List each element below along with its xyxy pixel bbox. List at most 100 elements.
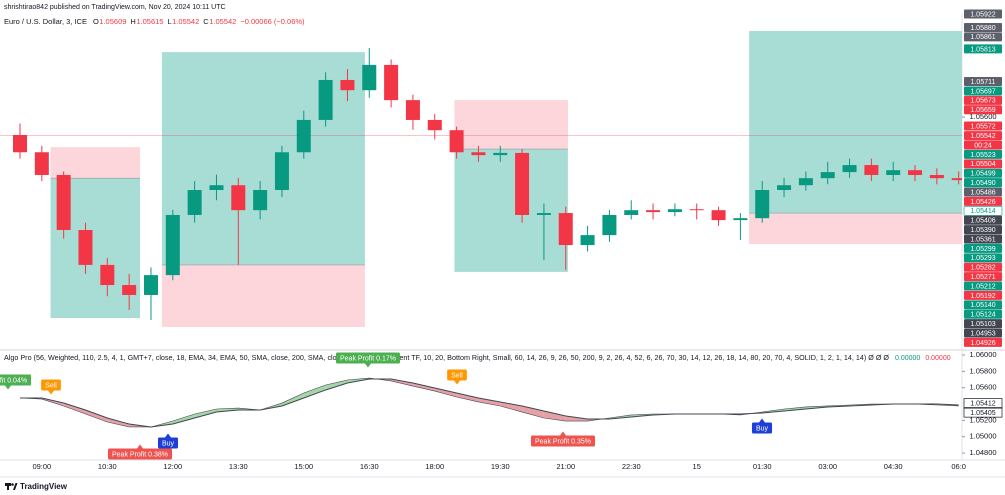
- indicator-title: Algo Pro (56, Weighted, 110, 2.5, 4, 1, …: [4, 355, 890, 362]
- price-label: 1.05212: [970, 283, 995, 290]
- indicator-fill: [565, 416, 588, 422]
- candle-body: [296, 119, 311, 153]
- price-label: 1.05499: [970, 171, 995, 178]
- signal-text: Sell: [45, 382, 57, 389]
- price-label: 00:24: [974, 142, 992, 149]
- ohlc-value: 1.05542: [209, 17, 236, 26]
- signal-label: Buy: [157, 433, 179, 449]
- x-tick-label: 12:00: [163, 462, 182, 471]
- indicator-fill: [391, 379, 413, 387]
- signal-text: Buy: [162, 440, 175, 447]
- candle-body: [253, 190, 268, 211]
- price-label-box: [964, 168, 1002, 178]
- indicator-fill: [412, 383, 435, 392]
- ohlc-value: 1.05615: [136, 17, 163, 26]
- signal-pointer: [5, 385, 11, 390]
- price-label-box: [964, 178, 1002, 188]
- position-target-zone: [749, 30, 962, 214]
- signal-text: Peak Profit 0.17%: [340, 355, 396, 362]
- price-label-box: [964, 225, 1002, 235]
- candle-body: [667, 209, 682, 213]
- candle-body: [427, 119, 442, 131]
- x-tick-label: 06:0: [951, 462, 966, 471]
- indicator-fill: [281, 392, 304, 406]
- ohlc-value: 1.05542: [172, 17, 199, 26]
- price-label-box: [964, 253, 1002, 263]
- x-tick-label: 16:30: [360, 462, 379, 471]
- indicator-line-slow: [20, 378, 959, 428]
- candle-body: [820, 172, 835, 179]
- x-tick-label: 15: [693, 462, 701, 471]
- price-label: 1.05414: [970, 208, 995, 215]
- signal-pointer: [454, 380, 460, 385]
- price-label: 1.05361: [970, 236, 995, 243]
- ohlc-key: L: [167, 17, 171, 26]
- price-label-box: [964, 215, 1002, 225]
- candle-body: [143, 275, 158, 295]
- signal-box: [157, 437, 179, 449]
- indicator-line-fast: [19, 377, 959, 428]
- candle-body: [100, 264, 115, 286]
- candle-body: [384, 64, 399, 101]
- candle-body: [929, 174, 944, 179]
- price-label: 1.05426: [970, 199, 995, 206]
- y2-label: 1.05405: [970, 410, 995, 417]
- candle-body: [646, 210, 661, 213]
- price-label-box: [964, 105, 1002, 115]
- price-label: 1.05880: [970, 25, 995, 32]
- indicator-fill: [85, 409, 108, 422]
- signal-label: Profit 0.04%: [0, 374, 32, 390]
- price-label: 1.05922: [970, 11, 995, 18]
- price-label: 1.05861: [970, 34, 995, 41]
- signal-text: Peak Profit 0.35%: [535, 438, 591, 445]
- price-label-box: [964, 121, 1002, 131]
- y2-label-box: [963, 407, 1003, 418]
- price-label-box: [964, 149, 1002, 159]
- y2-label: 1.05412: [970, 400, 995, 407]
- ohlc-key: C: [203, 17, 209, 26]
- candle-body: [536, 213, 551, 215]
- price-label: 1.05192: [970, 293, 995, 300]
- price-label: 1.05271: [970, 274, 995, 281]
- candle-body: [471, 152, 486, 156]
- candle-body: [493, 152, 508, 156]
- indicator-fill: [172, 413, 195, 425]
- signal-pointer: [48, 390, 54, 395]
- signal-label: Sell: [447, 369, 467, 385]
- price-label-box: [964, 140, 1002, 150]
- signal-text: Buy: [756, 425, 769, 432]
- position-stop-zone: [749, 213, 962, 245]
- candle-body: [842, 165, 857, 173]
- price-label: 1.05103: [970, 321, 995, 328]
- indicator-fill: [303, 384, 326, 398]
- signal-text: Profit 0.04%: [0, 377, 27, 384]
- attribution: shrishtirao842 published on TradingView.…: [4, 4, 226, 11]
- signal-box: [530, 435, 596, 447]
- position-stop-zone: [161, 264, 365, 327]
- position-target-zone: [454, 149, 568, 272]
- price-label-box: [964, 300, 1002, 310]
- candle-body: [231, 185, 246, 211]
- price-label: 1.05293: [970, 255, 995, 262]
- price-label-box: [964, 243, 1002, 253]
- price-label-box: [964, 309, 1002, 319]
- price-label: 1.05542: [970, 133, 995, 140]
- x-tick-label: 10:30: [98, 462, 117, 471]
- candle-body: [340, 79, 355, 91]
- signal-label: Peak Profit 0.17%: [335, 352, 401, 368]
- candle-body: [558, 213, 573, 246]
- candle-body: [78, 230, 93, 265]
- x-tick-label: 13:30: [229, 462, 248, 471]
- indicator-fill: [478, 397, 501, 406]
- signal-text: Peak Profit 0.38%: [112, 451, 168, 458]
- price-label: 1.05523: [970, 152, 995, 159]
- y2-label-box: [963, 398, 1003, 408]
- price-label: 1.05124: [970, 312, 995, 319]
- price-label: 1.05406: [970, 218, 995, 225]
- candle-body: [798, 178, 813, 186]
- candle-body: [755, 190, 770, 219]
- candle-body: [187, 190, 202, 215]
- signal-box: [107, 448, 173, 460]
- candle-body: [515, 152, 530, 215]
